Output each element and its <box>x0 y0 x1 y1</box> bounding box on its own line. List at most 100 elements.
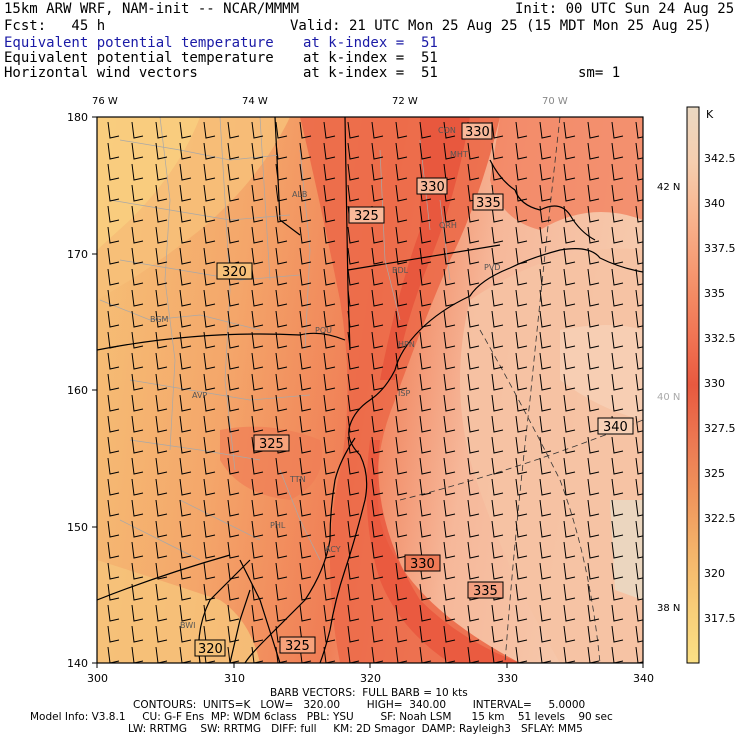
wind-barb <box>515 226 528 244</box>
wind-barb <box>155 163 168 181</box>
wind-barb <box>443 247 456 265</box>
wind-barb <box>563 121 576 139</box>
wind-barb <box>443 499 456 517</box>
wind-barb <box>539 142 552 160</box>
x-tick-340: 340 <box>633 672 654 685</box>
wind-barb <box>515 562 528 580</box>
wind-barb <box>299 163 312 181</box>
y-tick-170: 170 <box>67 248 88 261</box>
wind-barb <box>347 625 360 643</box>
wind-barb <box>323 436 336 454</box>
wind-barb <box>419 394 432 412</box>
wind-barb <box>299 352 312 370</box>
wind-barb <box>395 520 408 538</box>
wind-barb <box>155 625 168 643</box>
wind-barb <box>155 541 168 559</box>
wind-barb <box>179 436 192 454</box>
wind-barb <box>299 226 312 244</box>
wind-barb <box>635 646 643 663</box>
city-pvd: PVD <box>484 263 500 272</box>
wind-barb <box>131 331 144 349</box>
wind-barb <box>587 541 600 559</box>
contour-info: CONTOURS: UNITS=K LOW= 320.00 HIGH= 340.… <box>133 699 586 711</box>
wind-barb <box>203 373 216 391</box>
wind-barb <box>347 184 360 202</box>
wind-barb <box>587 205 600 223</box>
wind-barb <box>539 289 552 307</box>
wind-barb <box>419 457 432 475</box>
wind-barb <box>611 310 624 328</box>
wind-barb <box>563 520 576 538</box>
wind-barb <box>275 268 288 286</box>
wind-barb <box>107 436 120 454</box>
wind-barb <box>371 478 384 496</box>
wind-barb <box>179 457 192 475</box>
wind-barb <box>491 604 504 622</box>
x-tick-320: 320 <box>360 672 381 685</box>
wind-barb <box>371 373 384 391</box>
wind-barb <box>395 205 408 223</box>
wind-barb <box>395 415 408 433</box>
wind-barb <box>635 562 643 580</box>
cb-level-330: 330 <box>704 377 725 390</box>
colorbar-unit: K <box>706 108 714 121</box>
wind-barb <box>347 541 360 559</box>
wind-barb <box>251 541 264 559</box>
wind-barb <box>539 583 552 601</box>
cb-level-325: 325 <box>704 467 725 480</box>
wind-barb <box>251 457 264 475</box>
city-con: CON <box>438 126 456 135</box>
wind-barb <box>131 247 144 265</box>
wind-barb <box>299 373 312 391</box>
wind-barb <box>395 226 408 244</box>
wind-barb <box>635 289 643 307</box>
wind-barb <box>443 121 456 139</box>
wind-barb <box>131 373 144 391</box>
wind-barb <box>395 604 408 622</box>
wind-barb <box>131 478 144 496</box>
wind-barb <box>131 604 144 622</box>
wind-barb <box>203 268 216 286</box>
wind-barb <box>323 499 336 517</box>
wind-barb <box>515 436 528 454</box>
wind-barb <box>347 394 360 412</box>
wind-barb <box>251 226 264 244</box>
wind-barb <box>131 415 144 433</box>
wind-barb <box>635 205 643 223</box>
cb-level-340: 340 <box>704 197 725 210</box>
wind-barb <box>443 331 456 349</box>
wind-barb <box>131 583 144 601</box>
wind-barb <box>419 415 432 433</box>
wind-barb <box>587 268 600 286</box>
wind-barb <box>347 478 360 496</box>
x-tick-310: 310 <box>224 672 245 685</box>
wind-barb <box>563 646 576 663</box>
wind-barb <box>179 499 192 517</box>
wind-barb <box>587 394 600 412</box>
wind-barb <box>587 457 600 475</box>
wind-barb <box>203 247 216 265</box>
wind-barb <box>491 394 504 412</box>
wind-barb <box>443 226 456 244</box>
wind-barb <box>563 247 576 265</box>
wind-barb <box>347 289 360 307</box>
city-isp: ISP <box>398 389 410 398</box>
wind-barb <box>299 415 312 433</box>
wind-barb <box>587 226 600 244</box>
wind-barb <box>155 352 168 370</box>
wind-barb <box>179 289 192 307</box>
wind-barb <box>227 373 240 391</box>
wind-barb <box>323 142 336 160</box>
wind-barb <box>107 352 120 370</box>
wind-barb <box>107 499 120 517</box>
wind-barb <box>131 121 144 139</box>
wind-barb <box>395 625 408 643</box>
wind-barb <box>131 184 144 202</box>
wind-barb <box>347 583 360 601</box>
wind-barb <box>539 121 552 139</box>
wind-barb <box>179 184 192 202</box>
wind-barb <box>587 436 600 454</box>
wind-barb <box>587 352 600 370</box>
wind-barb <box>491 226 504 244</box>
wind-barb <box>203 226 216 244</box>
